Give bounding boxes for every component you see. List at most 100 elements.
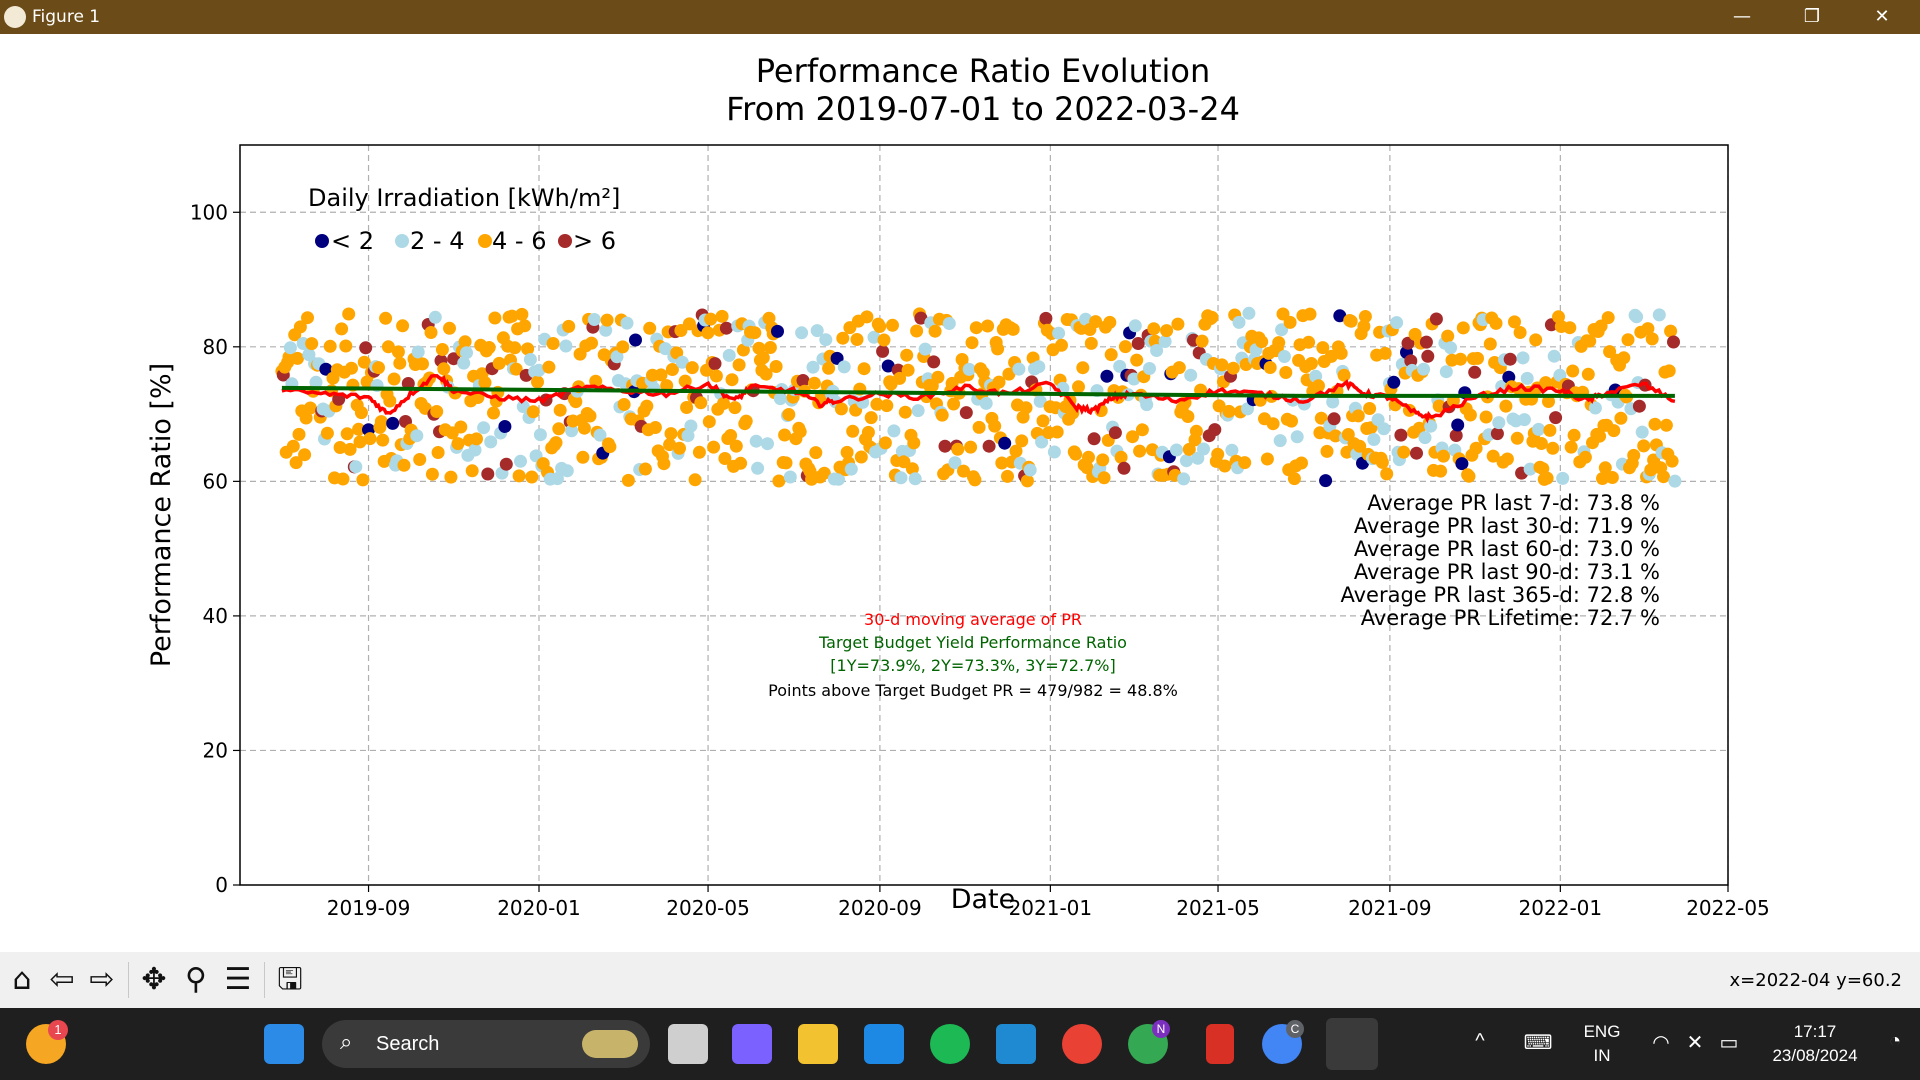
scatter-point bbox=[303, 401, 317, 415]
scatter-point bbox=[708, 357, 722, 371]
scatter-point bbox=[1160, 324, 1174, 338]
scatter-point bbox=[1401, 336, 1415, 350]
scatter-point bbox=[460, 346, 473, 360]
scatter-point bbox=[1103, 315, 1117, 329]
scatter-point bbox=[1285, 414, 1298, 428]
scatter-point bbox=[1337, 368, 1351, 382]
scatter-point bbox=[531, 375, 544, 389]
tray-chevron-icon[interactable]: ^ bbox=[1475, 1030, 1485, 1052]
file-explorer-icon[interactable] bbox=[798, 1024, 838, 1064]
scatter-point bbox=[1543, 423, 1557, 437]
scatter-point bbox=[1326, 395, 1340, 409]
scatter-point bbox=[1664, 324, 1678, 338]
scatter-point bbox=[959, 406, 973, 420]
avg-90d: Average PR last 90-d: 73.1 % bbox=[1354, 560, 1660, 584]
scatter-point bbox=[886, 318, 899, 332]
avg-60d: Average PR last 60-d: 73.0 % bbox=[1354, 537, 1660, 561]
chart-notes: 30-d moving average of PR Target Budget … bbox=[768, 610, 1178, 700]
pdf-reader-icon[interactable] bbox=[1206, 1024, 1234, 1064]
scatter-point bbox=[343, 442, 357, 456]
scatter-point bbox=[1578, 450, 1592, 464]
zoom-icon[interactable]: ⚲ bbox=[185, 962, 207, 997]
scatter-point bbox=[411, 345, 425, 359]
scatter-point bbox=[1072, 380, 1085, 394]
keyboard-icon[interactable]: ⌨ bbox=[1523, 1032, 1553, 1054]
clock-time[interactable]: 17:17 bbox=[1793, 1022, 1837, 1041]
scatter-point bbox=[587, 313, 601, 326]
y-tick-label: 60 bbox=[203, 469, 228, 493]
scatter-point bbox=[948, 456, 962, 470]
figure-canvas[interactable]: Performance Ratio Evolution From 2019-07… bbox=[0, 34, 1920, 952]
wifi-icon[interactable]: ◠ bbox=[1652, 1032, 1670, 1054]
close-button[interactable]: ✕ bbox=[1874, 6, 1890, 27]
scatter-point bbox=[332, 392, 346, 406]
scatter-point bbox=[1272, 336, 1286, 350]
scatter-point bbox=[861, 425, 875, 439]
save-icon[interactable]: 🖫 bbox=[277, 962, 303, 997]
scatter-point bbox=[719, 321, 733, 335]
axis-ticks: 2019-09 2020-01 2020-05 2020-09 2021-01 2021-… bbox=[190, 200, 1770, 920]
scatter-point bbox=[796, 374, 810, 387]
scatter-point bbox=[938, 439, 952, 453]
maximize-button[interactable]: ❐ bbox=[1803, 6, 1821, 27]
mail-icon[interactable] bbox=[864, 1024, 904, 1064]
scatter-point bbox=[982, 439, 996, 453]
scatter-point bbox=[927, 355, 941, 369]
scatter-point bbox=[509, 362, 523, 376]
scatter-point bbox=[1412, 421, 1426, 435]
scatter-point bbox=[1302, 335, 1316, 349]
scatter-point bbox=[599, 323, 613, 337]
scatter-point bbox=[477, 421, 491, 435]
scatter-point bbox=[512, 469, 526, 483]
copilot-icon[interactable] bbox=[732, 1024, 772, 1064]
scatter-point bbox=[783, 470, 797, 484]
scatter-point bbox=[1489, 316, 1503, 330]
scatter-point bbox=[1260, 452, 1274, 466]
matplotlib-taskbar-icon[interactable] bbox=[1326, 1018, 1378, 1070]
scatter-point bbox=[870, 397, 884, 411]
scatter-point bbox=[1113, 359, 1127, 373]
scatter-point bbox=[701, 326, 715, 340]
taskbar-search[interactable]: ⌕ Search bbox=[322, 1020, 650, 1068]
chrome-icon[interactable] bbox=[1062, 1024, 1102, 1064]
scatter-point bbox=[523, 353, 537, 366]
scatter-point bbox=[724, 429, 738, 442]
pan-icon[interactable]: ✥ bbox=[141, 962, 167, 997]
scatter-point bbox=[585, 336, 598, 350]
volume-muted-icon[interactable]: ✕ bbox=[1686, 1032, 1704, 1054]
x-tick-label: 2019-09 bbox=[327, 896, 411, 920]
notification-bell-icon[interactable]: ◔ bbox=[1888, 1030, 1902, 1052]
scatter-point bbox=[482, 341, 496, 354]
legend-marker-4to6 bbox=[478, 234, 492, 248]
scatter-point bbox=[729, 439, 743, 453]
clock-date[interactable]: 23/08/2024 bbox=[1772, 1046, 1858, 1065]
task-view-icon[interactable] bbox=[668, 1024, 708, 1064]
language-code[interactable]: ENG bbox=[1583, 1022, 1621, 1041]
scatter-point bbox=[305, 337, 319, 351]
scatter-point bbox=[487, 406, 500, 420]
scatter-point bbox=[286, 439, 300, 453]
spotify-icon[interactable] bbox=[930, 1024, 970, 1064]
back-icon[interactable]: ⇦ bbox=[49, 962, 75, 997]
minimize-button[interactable]: — bbox=[1733, 6, 1751, 27]
forward-icon[interactable]: ⇨ bbox=[89, 962, 115, 997]
scatter-point bbox=[559, 339, 573, 353]
scatter-point bbox=[410, 429, 424, 443]
battery-icon[interactable]: ▭ bbox=[1719, 1032, 1739, 1054]
scatter-point bbox=[565, 424, 579, 438]
scatter-point bbox=[1082, 450, 1095, 464]
scatter-point bbox=[549, 436, 563, 450]
language-region[interactable]: IN bbox=[1593, 1046, 1611, 1065]
scatter-point bbox=[516, 400, 530, 414]
home-icon[interactable]: ⌂ bbox=[12, 962, 32, 997]
configure-icon[interactable]: ☰ bbox=[224, 962, 252, 997]
start-icon[interactable] bbox=[264, 1024, 304, 1064]
scatter-point bbox=[1197, 442, 1210, 456]
scatter-point bbox=[349, 460, 363, 474]
scatter-point bbox=[1645, 332, 1659, 346]
vscode-icon[interactable] bbox=[996, 1024, 1036, 1064]
matplotlib-toolbar: ⌂ ⇦ ⇨ ✥ ⚲ ☰ 🖫 x=2022-04 y=60.2 bbox=[0, 952, 1920, 1008]
scatter-point bbox=[1126, 430, 1139, 444]
scatter-point bbox=[435, 343, 449, 356]
scatter-point bbox=[1358, 310, 1372, 323]
